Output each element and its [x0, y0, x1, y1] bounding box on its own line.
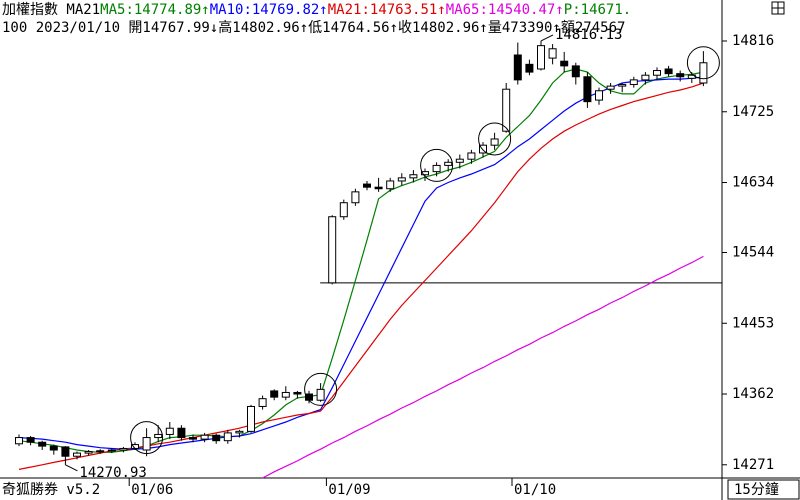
- candle-body: [525, 63, 534, 73]
- period[interactable]: 15分鐘: [734, 481, 779, 498]
- annotation-leader: [540, 34, 554, 42]
- candle-body: [618, 84, 627, 87]
- candle-body: [281, 391, 290, 398]
- candle-body: [444, 161, 453, 166]
- candle-body: [479, 144, 487, 154]
- candle-body: [513, 54, 522, 81]
- legend: 加權指數 MA21MA5:14774.89↑MA10:14769.82↑MA21…: [2, 2, 631, 18]
- candle-body: [49, 445, 58, 451]
- candle-body: [200, 434, 209, 440]
- candle-body: [38, 441, 47, 447]
- period-box[interactable]: [727, 479, 800, 500]
- x-tick-label: 01/10: [514, 482, 556, 498]
- highlight-circle: [478, 122, 512, 156]
- candle-body: [537, 45, 545, 70]
- highlight-circle: [420, 148, 454, 182]
- candle-body: [641, 74, 650, 81]
- legend-entry: MA10:14769.82↑: [210, 2, 328, 18]
- ma-line: [262, 255, 704, 479]
- y-tick-label: 14362: [732, 386, 774, 402]
- candle-body: [26, 437, 35, 443]
- candle-body: [235, 430, 244, 434]
- candle-body: [490, 138, 499, 146]
- app-name: 奇狐勝券 v5.2: [2, 481, 100, 498]
- candle-body: [73, 452, 81, 457]
- candle-body: [84, 451, 93, 454]
- candle-body: [432, 164, 441, 173]
- x-tick-label: 01/09: [328, 482, 370, 498]
- candle-body: [15, 437, 23, 445]
- candle-body: [96, 450, 105, 453]
- candle-body: [467, 152, 476, 160]
- candle-body: [142, 437, 151, 451]
- candle-body: [351, 191, 360, 204]
- candle-body: [583, 76, 592, 103]
- highlight-circle: [304, 372, 338, 406]
- candle-body: [455, 158, 464, 163]
- candle-body: [409, 174, 418, 179]
- candle-body: [374, 186, 383, 190]
- y-tick-label: 14816: [732, 33, 774, 49]
- candle-body: [386, 180, 395, 190]
- annotation: 14816.13: [555, 27, 622, 43]
- y-tick-label: 14725: [732, 104, 774, 120]
- candle-body: [653, 70, 661, 76]
- candle-body: [258, 398, 267, 407]
- candle-body: [223, 432, 232, 442]
- legend-entry: P:14671.: [564, 2, 631, 18]
- candle-body: [421, 171, 429, 176]
- candle-body: [664, 68, 673, 75]
- annotation: 14270.93: [79, 465, 146, 481]
- quote-line: 100 2023/01/10 開14767.99↓高14802.96↑低1476…: [2, 19, 625, 36]
- candle-body: [212, 434, 221, 442]
- y-tick-label: 14453: [732, 315, 774, 331]
- legend-entry: MA5:14774.89↑: [100, 2, 210, 18]
- highlight-circle: [686, 46, 720, 80]
- candle-body: [397, 177, 406, 182]
- legend-entry: MA65:14540.47↑: [446, 2, 564, 18]
- legend-entry: 加權指數 MA21: [2, 2, 100, 18]
- candle-body: [629, 79, 638, 86]
- x-tick-label: 01/06: [131, 482, 173, 498]
- candle-body: [548, 48, 557, 59]
- candle-body: [595, 90, 603, 101]
- candle-body: [270, 390, 279, 398]
- candle-body: [606, 85, 615, 90]
- candle-body: [339, 202, 348, 218]
- annotation-leader: [65, 464, 78, 472]
- candle-body: [363, 183, 371, 188]
- candle-body: [316, 388, 325, 401]
- y-tick-label: 14544: [732, 244, 774, 260]
- candle-body: [107, 449, 116, 452]
- candle-body: [560, 60, 569, 67]
- candle-body: [119, 447, 128, 451]
- highlight-circle: [130, 421, 164, 455]
- candle-body: [676, 73, 685, 78]
- candle-body: [699, 62, 708, 84]
- candle-body: [61, 446, 70, 457]
- candle-body: [328, 216, 337, 284]
- y-tick-label: 14271: [732, 457, 774, 473]
- y-tick-label: 14634: [732, 175, 774, 191]
- legend-entry: MA21:14763.51↑: [328, 2, 446, 18]
- candle-body: [177, 427, 186, 439]
- candle-body: [293, 391, 302, 395]
- candle-body: [502, 88, 511, 132]
- candle-body: [247, 405, 255, 432]
- candle-body: [165, 427, 174, 435]
- candle-body: [154, 433, 163, 439]
- candle-body: [189, 437, 197, 440]
- candle-body: [571, 65, 580, 78]
